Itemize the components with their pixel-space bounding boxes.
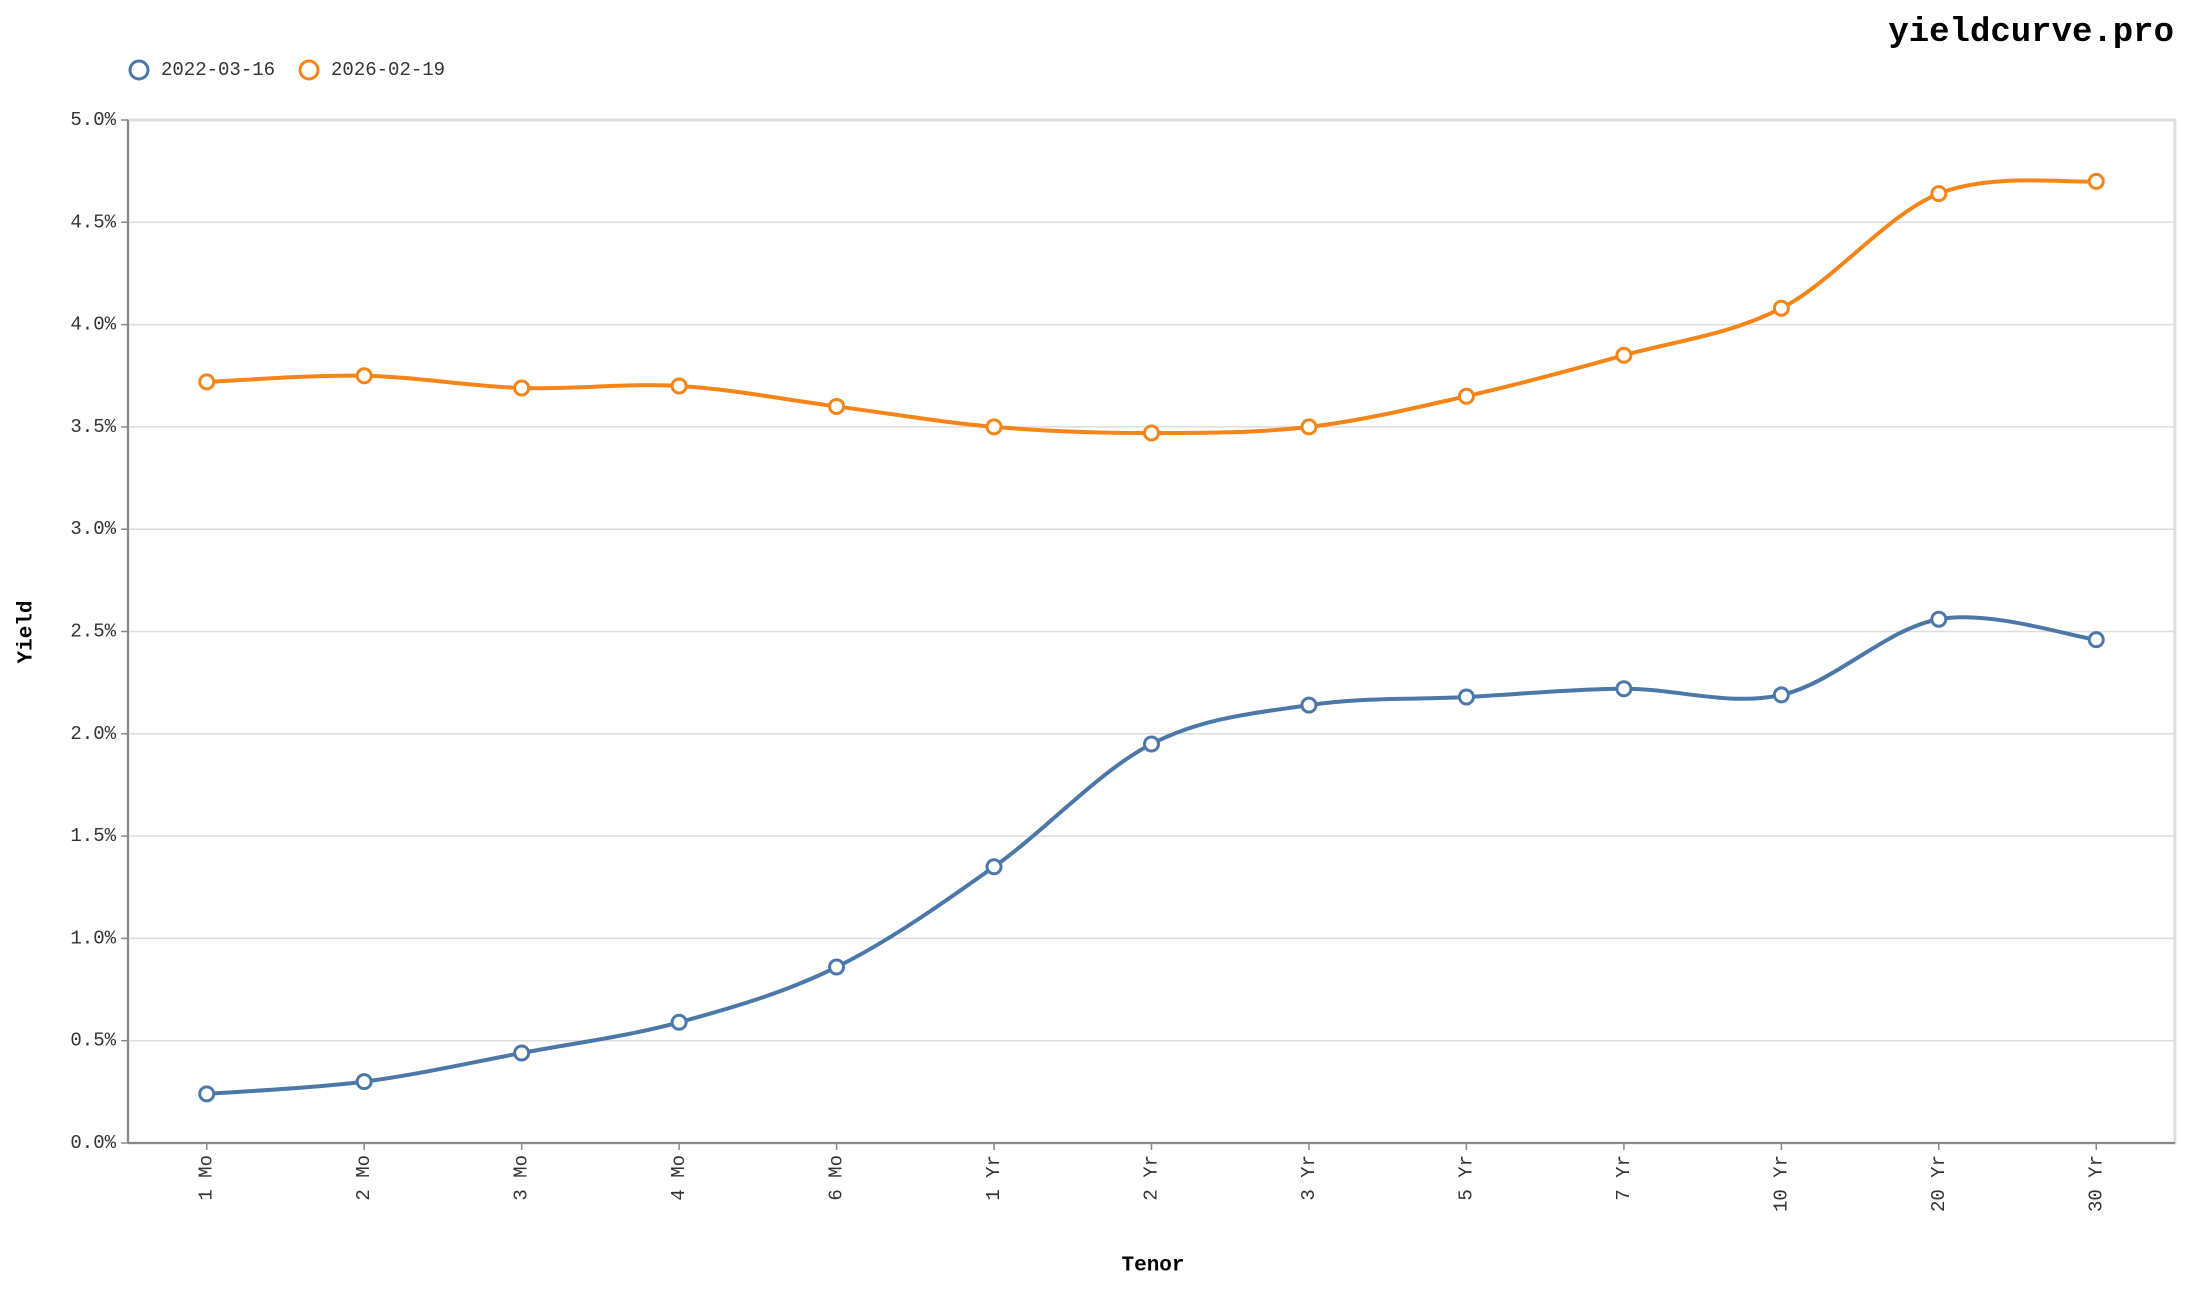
x-tick-label: 3 Mo [511,1155,533,1201]
data-point [1143,424,1160,442]
data-point [1772,299,1790,317]
x-tick-label: 7 Yr [1613,1155,1635,1201]
legend-marker [128,59,150,81]
data-point [1457,688,1475,706]
data-point [985,418,1003,436]
x-tick-label: 1 Yr [983,1155,1005,1201]
y-tick-label: 3.0% [70,518,116,540]
data-point [828,397,846,415]
data-point [1300,418,1318,436]
data-point [985,858,1003,876]
x-tick-label: 10 Yr [1770,1155,1792,1212]
data-point [1772,686,1790,704]
x-tick-label: 1 Mo [196,1155,218,1201]
data-point [1615,680,1633,698]
data-point [670,377,688,395]
data-point [198,373,216,391]
y-tick-label: 3.5% [70,416,116,438]
y-tick-label: 4.5% [70,211,116,233]
data-point [2087,631,2105,649]
data-point [1930,185,1948,203]
y-tick-label: 1.5% [70,825,116,847]
series-line [206,615,2097,1096]
legend-label: 2026-02-19 [331,59,445,81]
x-tick-label: 5 Yr [1455,1155,1477,1201]
data-point [355,1073,373,1091]
y-tick-label: 2.0% [70,723,116,745]
data-point [1615,346,1633,364]
y-tick-label: 0.0% [70,1132,116,1154]
y-tick-label: 0.5% [70,1030,116,1052]
x-tick-label: 6 Mo [826,1155,848,1201]
x-tick-label: 2 Yr [1141,1155,1163,1201]
x-tick-label: 3 Yr [1298,1155,1320,1201]
series-line [206,178,2097,436]
chart-title: yieldcurve.pro [1888,14,2174,52]
data-point [1457,387,1475,405]
data-point [198,1085,216,1103]
y-axis-title: Yield [16,600,39,663]
data-point [513,1044,531,1062]
legend-label: 2022-03-16 [161,59,275,81]
x-tick-label: 30 Yr [2085,1155,2107,1212]
y-tick-label: 5.0% [70,109,116,131]
data-point [2087,172,2105,190]
data-point [1930,610,1948,628]
data-point [1143,735,1160,753]
y-tick-label: 1.0% [70,927,116,949]
x-tick-label: 2 Mo [353,1155,375,1201]
data-point [513,379,531,397]
data-point [828,958,846,976]
y-tick-label: 4.0% [70,314,116,336]
legend-marker [298,59,320,81]
x-tick-label: 20 Yr [1928,1155,1950,1212]
x-axis-title: Tenor [1121,1255,1184,1278]
data-point [1300,696,1318,714]
data-point [670,1013,688,1031]
y-tick-label: 2.5% [70,621,116,643]
data-point [355,367,373,385]
x-tick-label: 4 Mo [668,1155,690,1201]
